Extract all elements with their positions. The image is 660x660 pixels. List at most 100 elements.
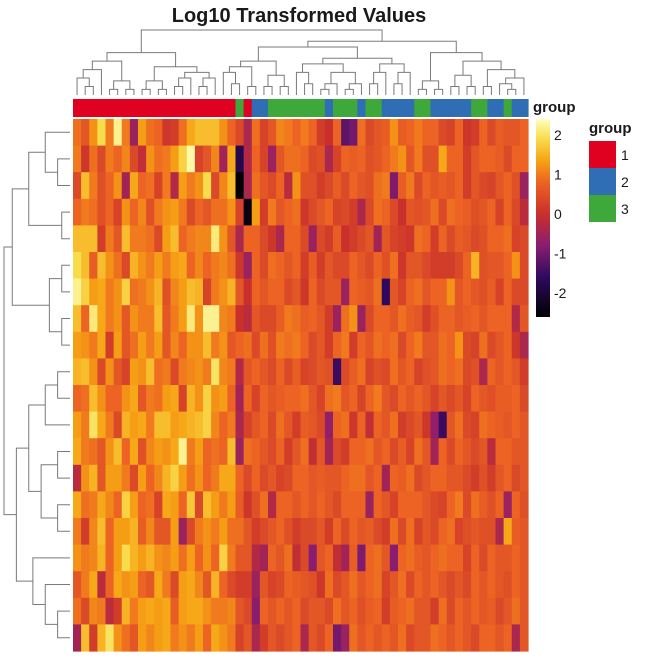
heatmap-cell (511, 172, 521, 200)
heatmap-cell (422, 544, 432, 572)
heatmap-cell (268, 358, 277, 386)
heatmap-cell (422, 225, 432, 253)
heatmap-cell (316, 571, 326, 599)
legend-label: 3 (621, 201, 629, 217)
annotation-cell (162, 99, 172, 117)
heatmap-cell (381, 597, 391, 625)
annotation-cell (438, 99, 448, 117)
heatmap-cell (243, 491, 253, 519)
heatmap-cell (121, 252, 131, 280)
legend-swatch (589, 195, 616, 222)
heatmap-cell (414, 411, 423, 439)
heatmap-cell (243, 464, 253, 492)
heatmap-cell (381, 198, 391, 226)
heatmap-cell (341, 411, 350, 439)
annotation-cell (243, 99, 253, 117)
heatmap-cell (170, 358, 180, 386)
heatmap-cell (97, 119, 107, 147)
heatmap-cell (284, 145, 293, 173)
heatmap-cell (430, 491, 440, 519)
heatmap-cell (186, 331, 196, 359)
dendrogram-branch (76, 77, 90, 95)
heatmap-cell (381, 119, 391, 147)
heatmap-cell (73, 411, 82, 439)
heatmap-cell (138, 385, 147, 413)
heatmap-cell (268, 385, 277, 413)
heatmap-cell (438, 544, 448, 572)
heatmap-cell (138, 225, 147, 253)
heatmap-cell (479, 225, 488, 253)
heatmap-cell (357, 571, 367, 599)
heatmap-cell (389, 145, 399, 173)
heatmap-cell (186, 597, 196, 625)
heatmap-cell (438, 438, 448, 466)
heatmap-cell (349, 491, 358, 519)
heatmap-cell (162, 411, 172, 439)
heatmap-cell (129, 225, 139, 253)
heatmap-cell (454, 411, 464, 439)
heatmap-cell (170, 438, 180, 466)
heatmap-cell (203, 411, 212, 439)
heatmap-cell (398, 624, 407, 652)
heatmap-cell (219, 518, 228, 546)
heatmap-cell (438, 385, 448, 413)
heatmap-cell (268, 464, 277, 492)
heatmap-cell (357, 385, 367, 413)
dendrogram-branch (184, 71, 210, 79)
heatmap-cell (154, 464, 163, 492)
heatmap-cell (308, 172, 318, 200)
heatmap-cell (186, 252, 196, 280)
heatmap-cell (284, 571, 293, 599)
heatmap-cell (430, 119, 440, 147)
heatmap-cell (154, 252, 163, 280)
heatmap-cell (316, 172, 326, 200)
heatmap-cell (268, 252, 277, 280)
heatmap-cell (406, 518, 415, 546)
heatmap-cell (113, 278, 123, 306)
heatmap-cell (300, 597, 310, 625)
heatmap-cell (454, 518, 464, 546)
heatmap-cell (284, 198, 293, 226)
heatmap-cell (81, 305, 90, 333)
heatmap-cell (154, 172, 163, 200)
heatmap-cell (324, 464, 334, 492)
heatmap-cell (186, 464, 196, 492)
heatmap-cell (292, 119, 302, 147)
heatmap-cell (503, 331, 513, 359)
annotation-cell (89, 99, 98, 117)
heatmap-cell (357, 305, 367, 333)
heatmap-cell (178, 358, 188, 386)
heatmap-cell (81, 358, 90, 386)
heatmap-cell (479, 119, 488, 147)
heatmap-cell (406, 597, 415, 625)
heatmap-cell (146, 518, 155, 546)
group-legend: 1 2 3 (589, 141, 629, 222)
heatmap-cell (259, 464, 269, 492)
heatmap-cell (178, 491, 188, 519)
heatmap-cell (487, 252, 497, 280)
heatmap-cell (268, 624, 277, 652)
heatmap-cell (170, 198, 180, 226)
heatmap-cell (268, 544, 277, 572)
heatmap-cell (73, 464, 82, 492)
dendrogram-branch (344, 88, 354, 95)
heatmap-cell (243, 411, 253, 439)
heatmap-cell (503, 145, 513, 173)
heatmap-cell (154, 438, 163, 466)
heatmap-cell (138, 597, 147, 625)
heatmap-cell (398, 438, 407, 466)
heatmap-cell (349, 145, 358, 173)
heatmap-cell (105, 571, 115, 599)
heatmap-cell (357, 544, 367, 572)
heatmap-cell (154, 331, 163, 359)
heatmap-cell (227, 225, 237, 253)
heatmap-cell (81, 119, 90, 147)
heatmap-cell (194, 464, 204, 492)
dendrogram-branch (82, 69, 102, 95)
heatmap-cell (414, 385, 423, 413)
heatmap-cell (373, 624, 383, 652)
dendrogram-branch (507, 88, 517, 95)
heatmap-cell (227, 518, 237, 546)
heatmap-cell (105, 252, 115, 280)
